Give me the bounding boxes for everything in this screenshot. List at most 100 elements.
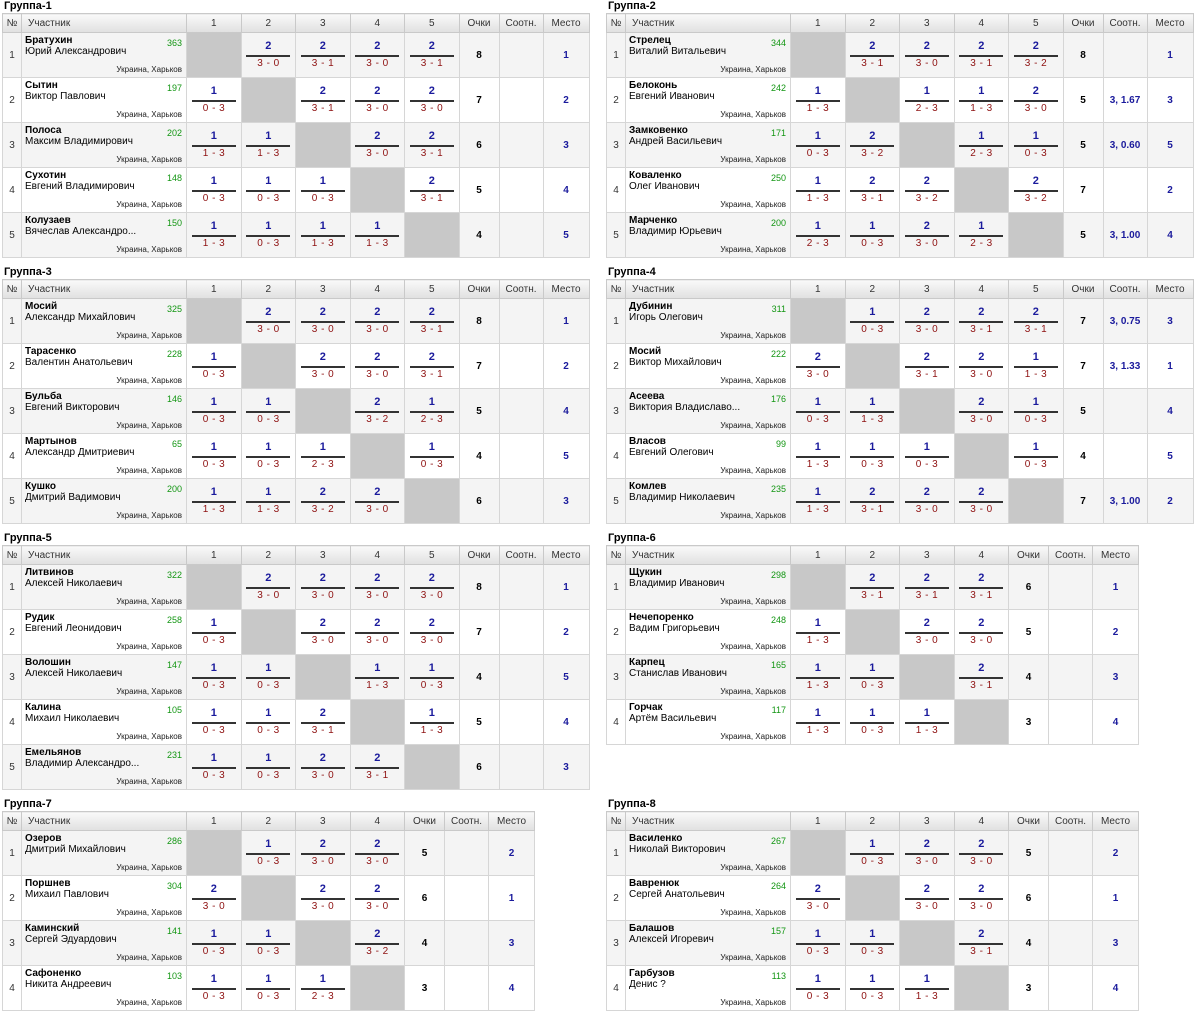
player-surname[interactable]: Замковенко [629,125,688,136]
header-opponent: 1 [790,13,846,33]
row-number: 3 [2,654,22,700]
match-result: 2 3 - 0 [404,564,460,610]
header-ratio: Соотн. [1102,279,1148,299]
total-points: 5 [458,699,500,745]
match-points: 2 [374,752,381,764]
player-surname[interactable]: Сытин [25,80,58,91]
final-place: 4 [488,965,535,1011]
match-result: 1 1 - 3 [349,654,405,700]
player-rating: 286 [166,836,182,846]
player-row: 1 Мосий Александр Михайлович 325 Украина, Ха… [2,298,590,344]
match-result: 2 3 - 1 [295,699,351,745]
header-opponent: 1 [790,545,846,565]
match-points: 1 [814,441,821,453]
player-city: Украина, Харьков [116,421,182,430]
match-score: 3 - 0 [366,103,389,114]
total-points: 5 [1008,609,1049,655]
player-given-name: Виктор Павлович [25,91,106,102]
player-surname[interactable]: Мосий [25,301,58,312]
result-divider [355,853,400,855]
match-points: 1 [374,220,381,232]
result-divider [246,853,291,855]
player-surname[interactable]: Каминский [25,923,80,934]
player-surname[interactable]: Вавренюк [629,878,680,889]
player-surname[interactable]: Поршнев [25,878,71,889]
player-surname[interactable]: Гарбузов [629,968,675,979]
player-surname[interactable]: Сухотин [25,170,67,181]
match-points: 2 [923,306,930,318]
player-surname[interactable]: Стрелец [629,35,671,46]
match-result: 1 2 - 3 [953,122,1009,168]
player-surname[interactable]: Калина [25,702,61,713]
player-surname[interactable]: Марченко [629,215,678,226]
player-surname[interactable]: Сафоненко [25,968,82,979]
header-opponent: 2 [844,545,900,565]
final-place: 3 [1146,77,1194,123]
tiebreak-ratio [1048,830,1093,876]
match-points: 1 [210,707,217,719]
player-surname[interactable]: Кушко [25,481,56,492]
player-surname[interactable]: Василенко [629,833,683,844]
player-row: 4 Сухотин Евгений Владимирович 148 Украина, … [2,167,590,213]
match-score: 3 - 0 [366,590,389,601]
player-rating: 176 [770,394,786,404]
tiebreak-ratio [498,343,544,389]
match-result: 2 3 - 0 [349,77,405,123]
player-surname[interactable]: Братухин [25,35,73,46]
player-cell: Власов Евгений Олегович 99 Украина, Харьков [625,433,791,479]
match-result: 1 0 - 3 [240,965,296,1011]
player-surname[interactable]: Балашов [629,923,675,934]
header-row: № Участник 1 2 3 4 5 Очки Соотн. Место [2,13,590,33]
match-points: 2 [978,396,985,408]
match-result: 2 3 - 0 [295,343,351,389]
player-rating: 65 [171,439,182,449]
player-surname[interactable]: Нечепоренко [629,612,694,623]
player-surname[interactable]: Озеров [25,833,62,844]
player-row: 2 Вавренюк Сергей Анатольевич 264 Украина, Х… [606,875,1139,921]
player-surname[interactable]: Власов [629,436,666,447]
result-divider [355,100,400,102]
match-score: 3 - 1 [970,590,993,601]
player-cell: Сухотин Евгений Владимирович 148 Украина, Х… [21,167,187,213]
player-surname[interactable]: Дубинин [629,301,673,312]
match-points: 1 [923,85,930,97]
match-score: 3 - 0 [1024,103,1047,114]
player-surname[interactable]: Колузаев [25,215,71,226]
match-result: 1 0 - 3 [186,920,242,966]
player-surname[interactable]: Рудик [25,612,55,623]
player-surname[interactable]: Волошин [25,657,71,668]
match-points: 2 [923,838,930,850]
player-surname[interactable]: Литвинов [25,567,74,578]
player-surname[interactable]: Бульба [25,391,62,402]
match-points: 2 [374,396,381,408]
player-surname[interactable]: Мосий [629,346,662,357]
player-surname[interactable]: Емельянов [25,747,82,758]
match-result: 1 2 - 3 [953,212,1009,258]
player-surname[interactable]: Асеева [629,391,665,402]
player-cell: Полоса Максим Владимирович 202 Украина, Хар… [21,122,187,168]
match-result: 1 0 - 3 [844,830,900,876]
player-surname[interactable]: Полоса [25,125,62,136]
player-surname[interactable]: Тарасенко [25,346,77,357]
player-surname[interactable]: Коваленко [629,170,682,181]
match-score: 3 - 1 [420,193,443,204]
result-divider [355,145,400,147]
player-surname[interactable]: Мартынов [25,436,77,447]
match-points: 1 [814,707,821,719]
player-row: 2 Белоконь Евгений Иванович 242 Украина, Хар… [606,77,1194,123]
match-points: 1 [265,838,272,850]
match-result: 2 3 - 0 [349,609,405,655]
total-points: 5 [1062,388,1104,434]
player-city: Украина, Харьков [720,200,786,209]
player-surname[interactable]: Карпец [629,657,665,668]
player-surname[interactable]: Белоконь [629,80,678,91]
match-score: 0 - 3 [202,635,225,646]
player-surname[interactable]: Комлев [629,481,667,492]
match-points: 1 [923,973,930,985]
player-cell: Кушко Дмитрий Вадимович 200 Украина, Харько… [21,478,187,524]
group-block: Группа-7 № Участник 1 2 3 4 Очки Соотн. Место 1 Озе… [2,798,535,1011]
player-surname[interactable]: Горчак [629,702,663,713]
result-divider [300,587,345,589]
player-surname[interactable]: Щукин [629,567,662,578]
player-city: Украина, Харьков [720,953,786,962]
